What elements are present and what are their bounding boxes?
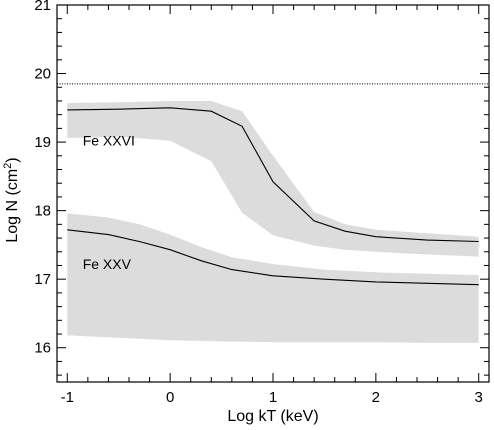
- y-axis-title-main: Log N (cm: [4, 169, 21, 243]
- y-tick-label: 20: [34, 66, 51, 83]
- series-label-fe-xxv: Fe XXV: [83, 256, 132, 272]
- line-fe-xxvi: [67, 107, 479, 243]
- x-tick-label: -1: [61, 389, 74, 406]
- y-axis-title: Log N (cm2): [2, 157, 21, 242]
- x-tick-label: 2: [372, 389, 380, 406]
- x-tick-label: 1: [269, 389, 277, 406]
- y-tick-label: 17: [34, 271, 51, 288]
- axis-ticks: -1 0 1 2 3 16 17 18 19 20 21: [34, 0, 489, 406]
- y-axis-title-superscript: 2: [2, 163, 14, 169]
- x-tick-label: 0: [166, 389, 174, 406]
- y-tick-label: 21: [34, 0, 51, 14]
- line-fe-xxv: [67, 229, 479, 286]
- y-tick-label: 18: [34, 203, 51, 220]
- series-label-fe-xxvi: Fe XXVI: [83, 133, 135, 149]
- confidence-bands: [67, 101, 479, 343]
- series-lines: [67, 107, 479, 286]
- series-labels: Fe XXVI Fe XXV: [83, 133, 135, 272]
- y-tick-label: 19: [34, 134, 51, 151]
- band-fe-xxv: [67, 213, 479, 343]
- y-tick-label: 16: [34, 340, 51, 357]
- x-axis-title: Log kT (keV): [227, 408, 318, 425]
- x-tick-label: 3: [475, 389, 483, 406]
- y-axis-title-end: ): [4, 157, 21, 162]
- band-fe-xxvi: [67, 101, 479, 257]
